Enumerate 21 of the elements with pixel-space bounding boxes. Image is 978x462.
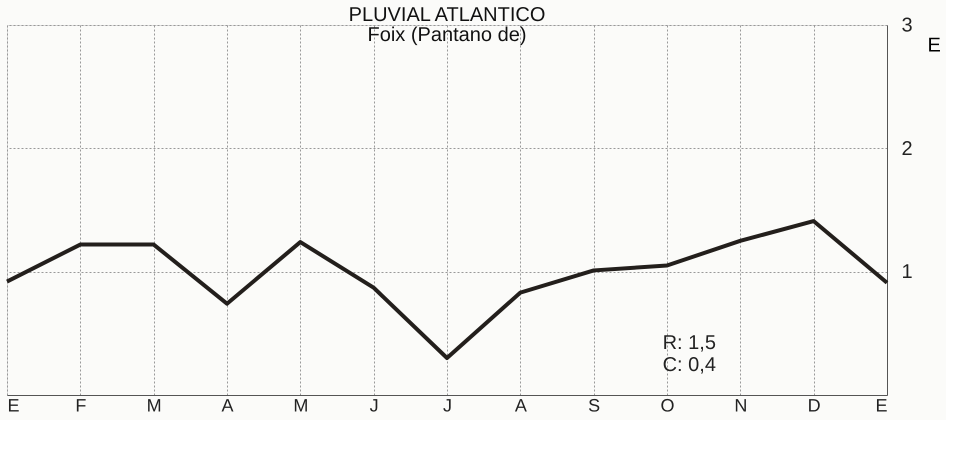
x-tick-label: M <box>146 396 162 416</box>
x-tick-label: A <box>221 396 234 416</box>
chart-subtitle: Foix (Pantano de) <box>368 24 526 46</box>
y-axis-title: E <box>928 34 941 56</box>
x-tick-label: E <box>8 396 20 416</box>
chart-title: PLUVIAL ATLANTICO <box>348 4 546 26</box>
x-tick-label: D <box>808 396 821 416</box>
y-tick-label: 2 <box>902 138 913 160</box>
x-tick-label: J <box>370 396 379 416</box>
annotation: R: 1,5 <box>662 332 716 354</box>
x-tick-label: S <box>588 396 600 416</box>
y-tick-label: 3 <box>902 14 913 36</box>
x-tick-label: J <box>443 396 452 416</box>
y-tick-label: 1 <box>902 261 913 284</box>
x-tick-label: A <box>514 396 527 416</box>
x-tick-label: M <box>293 396 308 416</box>
x-tick-label: N <box>734 396 748 416</box>
x-tick-label: E <box>875 396 888 416</box>
x-tick-label: O <box>660 396 675 416</box>
x-tick-label: F <box>75 396 86 416</box>
annotation: C: 0,4 <box>662 354 716 376</box>
